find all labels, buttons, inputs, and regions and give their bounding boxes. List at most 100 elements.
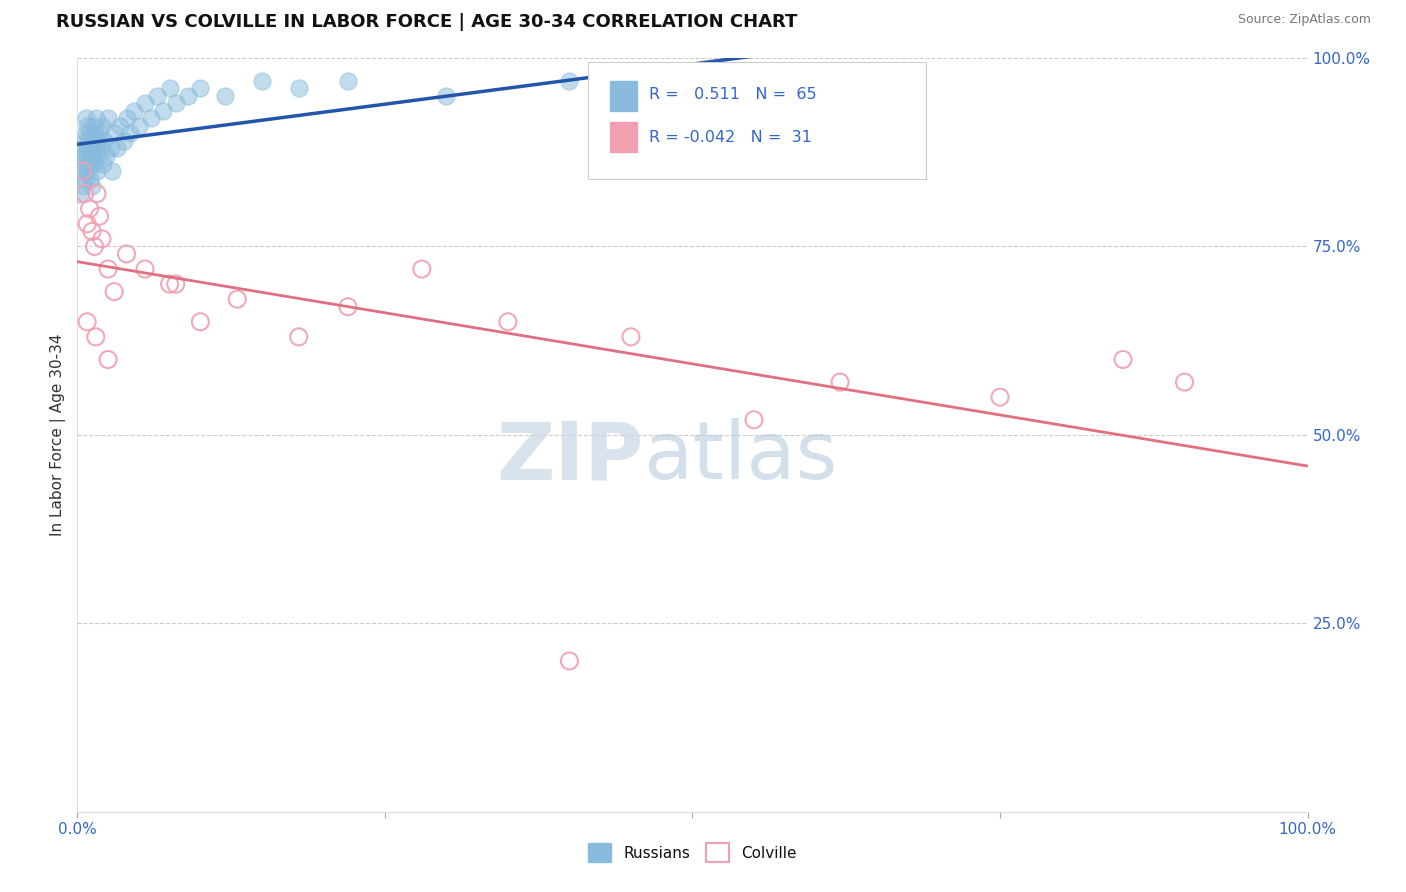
Point [84,112,107,126]
Point [94,149,117,163]
Point [190,315,212,329]
Point [75,127,97,141]
Point [83,156,105,170]
Point [70,149,93,163]
Point [75,149,97,163]
Point [288,330,311,344]
Point [988,390,1011,404]
Point [72,141,94,155]
Point [72,156,94,170]
Point [97,262,120,277]
Point [177,88,200,103]
Point [73,171,96,186]
Point [87,149,110,163]
Point [91,156,114,170]
Point [112,134,135,148]
Point [134,262,156,277]
Point [82,134,104,148]
Point [76,141,98,155]
Point [496,315,519,329]
Point [70,164,93,178]
Point [105,141,128,155]
Point [226,292,249,306]
Point [141,112,163,126]
Point [93,134,115,148]
Point [146,88,169,103]
Text: atlas: atlas [644,418,838,497]
Point [115,112,138,126]
Point [103,285,125,299]
Point [110,119,132,133]
Point [742,73,765,87]
Point [89,127,111,141]
Text: RUSSIAN VS COLVILLE IN LABOR FORCE | AGE 30-34 CORRELATION CHART: RUSSIAN VS COLVILLE IN LABOR FORCE | AGE… [56,13,797,31]
Point [122,103,145,118]
Point [128,119,150,133]
Point [86,186,108,201]
Point [90,119,114,133]
Point [742,413,765,427]
Point [337,300,360,314]
Point [79,149,101,163]
Point [165,96,187,111]
Point [84,141,107,155]
Point [83,239,105,253]
Point [70,179,93,194]
Legend: Russians, Colville: Russians, Colville [582,838,803,868]
Point [79,171,101,186]
Point [558,654,581,668]
Point [100,141,122,155]
Point [97,352,120,367]
Point [90,141,112,155]
Point [411,262,433,277]
Point [152,103,174,118]
Point [159,277,181,292]
Point [75,112,97,126]
Text: ZIP: ZIP [496,418,644,497]
Point [79,127,101,141]
Point [436,88,458,103]
Point [214,88,236,103]
Point [80,141,103,155]
Point [115,247,138,261]
Point [120,127,142,141]
Point [83,127,105,141]
Point [73,134,96,148]
Bar [610,122,637,153]
Point [82,149,104,163]
Text: R = -0.042   N =  31: R = -0.042 N = 31 [650,129,813,145]
Point [70,164,93,178]
Point [337,73,360,87]
Point [84,330,107,344]
Y-axis label: In Labor Force | Age 30-34: In Labor Force | Age 30-34 [51,334,66,536]
Point [77,134,100,148]
Point [79,202,101,216]
Point [76,217,98,231]
Point [76,164,98,178]
Point [558,73,581,87]
Point [82,179,104,194]
Point [288,81,311,95]
Text: R =   0.511   N =  65: R = 0.511 N = 65 [650,87,817,102]
Point [190,81,212,95]
Point [134,96,156,111]
Point [86,164,108,178]
Point [76,315,98,329]
Point [97,112,120,126]
Point [73,186,96,201]
Point [159,81,181,95]
FancyBboxPatch shape [588,62,927,178]
Point [77,156,100,170]
Point [89,209,111,223]
Point [903,66,925,80]
Point [103,127,125,141]
Text: Source: ZipAtlas.com: Source: ZipAtlas.com [1237,13,1371,27]
Point [80,156,103,170]
Point [86,134,108,148]
Point [82,119,104,133]
Point [620,330,643,344]
Point [165,277,187,292]
Bar [610,80,637,111]
Point [82,224,104,238]
Point [250,73,273,87]
